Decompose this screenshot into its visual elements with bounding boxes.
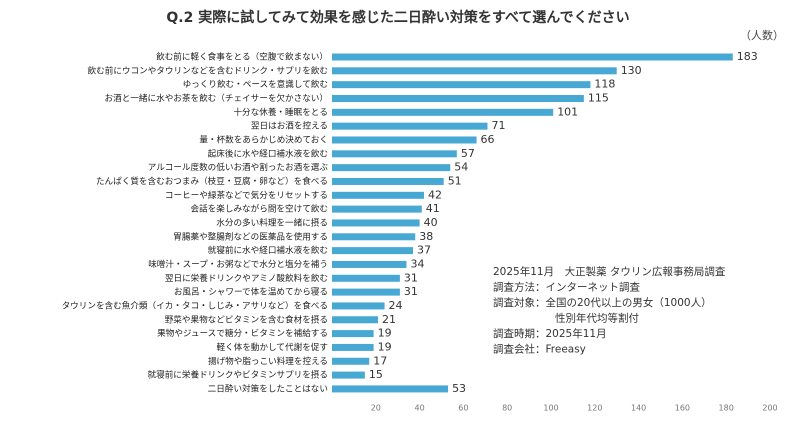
- bar: [332, 219, 420, 227]
- value-label: 53: [452, 382, 466, 395]
- x-tick-label: 180: [719, 404, 734, 413]
- note-line: 調査時期：2025年11月: [493, 327, 607, 340]
- note-line: 性別年代均等割付: [555, 312, 639, 325]
- note-line: 調査対象：全国の20代以上の男女（1000人）: [493, 296, 712, 309]
- bar: [332, 385, 449, 393]
- value-label: 42: [428, 188, 442, 201]
- value-label: 17: [373, 354, 387, 367]
- value-label: 34: [410, 257, 424, 270]
- category-label: 量・杯数をあらかじめ決めておく: [199, 133, 328, 145]
- bar: [332, 122, 488, 130]
- bar: [332, 260, 407, 268]
- value-label: 115: [588, 91, 609, 104]
- x-tick-label: 100: [543, 404, 558, 413]
- category-label: 就寝前に水や経口補水液を飲む: [208, 244, 328, 256]
- x-tick-label: 80: [502, 404, 512, 413]
- x-tick-label: 160: [675, 404, 690, 413]
- bar: [332, 371, 365, 379]
- bar: [332, 191, 424, 199]
- category-label: 翌日はお酒を控える: [251, 120, 328, 132]
- value-label: 183: [737, 50, 758, 63]
- category-label: 揚げ物や脂っこい料理を控える: [208, 355, 328, 367]
- value-label: 101: [557, 105, 578, 118]
- category-label: 会話を楽しみながら間を空けて飲む: [190, 203, 328, 215]
- category-label: 飲む前にウコンやタウリンなどを含むドリンク・サプリを飲む: [88, 64, 328, 76]
- note-line: 2025年11月 大正製薬 タウリン広報事務局調査: [493, 265, 726, 278]
- bar: [332, 288, 400, 296]
- category-label: タウリンを含む魚介類（イカ・タコ・しじみ・アサリなど）を食べる: [62, 299, 328, 311]
- bar: [332, 343, 374, 351]
- bar: [332, 164, 451, 172]
- bar: [332, 316, 378, 324]
- bar: [332, 53, 733, 61]
- bar: [332, 302, 385, 310]
- bar: [332, 205, 422, 213]
- value-label: 24: [389, 299, 403, 312]
- value-label: 54: [454, 161, 468, 174]
- value-label: 19: [378, 327, 392, 340]
- category-label: お酒と一緒に水やお茶を飲む（チェイサーを欠かさない）: [105, 92, 328, 104]
- bar: [332, 330, 374, 338]
- bar: [332, 67, 617, 75]
- x-tick-label: 20: [371, 404, 381, 413]
- category-label: お風呂・シャワーで体を温めてから寝る: [174, 286, 328, 298]
- bar: [332, 136, 477, 144]
- bar: [332, 357, 370, 365]
- category-label: 起床後に水や経口補水液を飲む: [208, 147, 328, 159]
- category-label: 野菜や果物などビタミンを含む食材を摂る: [165, 313, 328, 325]
- category-label: 水分の多い料理を一緒に摂る: [216, 216, 328, 228]
- value-label: 130: [621, 64, 642, 77]
- value-label: 118: [594, 78, 615, 91]
- x-tick-label: 40: [415, 404, 425, 413]
- x-tick-label: 140: [631, 404, 646, 413]
- value-label: 57: [461, 147, 475, 160]
- x-tick-label: 60: [458, 404, 468, 413]
- bar: [332, 81, 591, 89]
- category-label: 果物やジュースで糖分・ビタミンを補給する: [157, 327, 328, 339]
- unit-label: （人数）: [740, 29, 784, 42]
- category-label: アルコール度数の低いお酒や割ったお酒を選ぶ: [148, 161, 329, 173]
- category-label: 軽く体を動かして代謝を促す: [217, 341, 328, 353]
- bar: [332, 177, 444, 185]
- value-label: 40: [424, 216, 438, 229]
- bar: [332, 150, 457, 158]
- value-label: 71: [491, 119, 505, 132]
- value-label: 41: [426, 202, 440, 215]
- value-label: 31: [404, 285, 418, 298]
- value-label: 38: [419, 230, 433, 243]
- category-label: たんぱく質を含むおつまみ（枝豆・豆腐・卵など）を食べる: [96, 175, 328, 187]
- value-label: 31: [404, 271, 418, 284]
- note-line: 調査会社：Freeasy: [493, 343, 586, 356]
- value-label: 19: [378, 340, 392, 353]
- value-label: 37: [417, 244, 431, 257]
- category-label: コーヒーや緑茶などで気分をリセットする: [165, 189, 328, 201]
- bar: [332, 233, 416, 241]
- bar: [332, 274, 400, 282]
- note-line: 調査方法：インターネット調査: [493, 281, 640, 294]
- value-label: 66: [481, 133, 495, 146]
- x-tick-label: 120: [587, 404, 602, 413]
- chart-title: Q.2 実際に試してみて効果を感じた二日酔い対策をすべて選んでください: [166, 9, 629, 26]
- category-label: 味噌汁・スープ・お粥などで水分と塩分を補う: [148, 258, 328, 270]
- bar: [332, 247, 414, 255]
- category-label: 二日酔い対策をしたことはない: [208, 382, 328, 394]
- bar: [332, 94, 584, 102]
- category-label: 十分な休養・睡眠をとる: [233, 106, 328, 118]
- x-tick-label: 200: [762, 404, 777, 413]
- category-label: 就寝前に栄養ドリンクやビタミンサプリを摂る: [148, 369, 328, 381]
- category-label: 飲む前に軽く食事をとる（空腹で飲まない）: [156, 51, 328, 63]
- value-label: 15: [369, 368, 383, 381]
- bar: [332, 108, 554, 116]
- value-label: 21: [382, 313, 396, 326]
- category-label: ゆっくり飲む・ペースを意識して飲む: [183, 78, 328, 90]
- category-label: 胃腸薬や整腸剤などの医薬品を使用する: [173, 230, 328, 242]
- value-label: 51: [448, 174, 462, 187]
- category-label: 翌日に栄養ドリンクやアミノ酸飲料を飲む: [165, 272, 328, 284]
